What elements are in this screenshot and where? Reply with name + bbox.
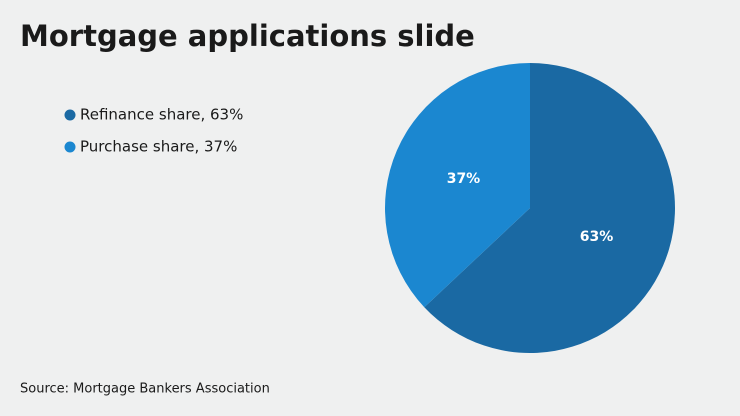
- legend-label: Purchase share, 37%: [80, 138, 237, 156]
- chart-title: Mortgage applications slide: [20, 19, 475, 53]
- legend-label: Refinance share, 63%: [80, 106, 243, 124]
- value-label: 37%: [447, 171, 481, 187]
- source: Source: Mortgage Bankers Association: [20, 382, 270, 397]
- legend-marker: [64, 109, 76, 121]
- pie-slice: [424, 63, 675, 353]
- value-label: 63%: [580, 229, 614, 245]
- pie-slice: [385, 63, 530, 308]
- legend-marker: [64, 141, 76, 153]
